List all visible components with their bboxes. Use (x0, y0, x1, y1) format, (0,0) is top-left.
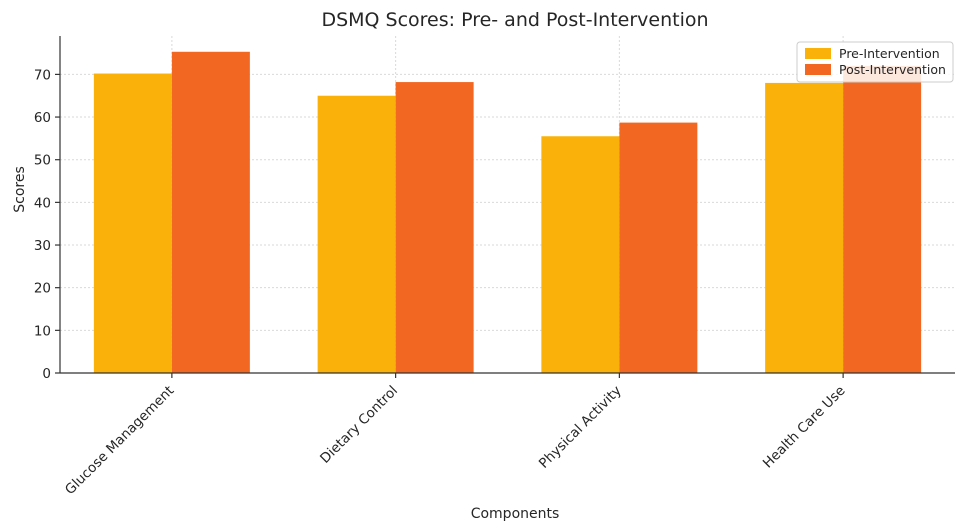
axes (59, 36, 955, 374)
legend-swatch (805, 48, 831, 59)
y-axis-ticks: 0 10 20 30 40 50 60 70 (34, 67, 60, 382)
x-tick-label: Glucose Management (62, 383, 177, 498)
y-tick-label: 70 (34, 67, 51, 83)
chart-title: DSMQ Scores: Pre- and Post-Intervention (321, 9, 708, 31)
y-tick-label: 30 (34, 238, 51, 254)
bar-post-2 (619, 122, 698, 374)
bar-post-1 (395, 82, 474, 373)
y-tick-label: 0 (42, 366, 51, 382)
y-tick-label: 50 (34, 153, 51, 169)
legend-label: Pre-Intervention (839, 46, 940, 61)
legend-label: Post-Intervention (839, 62, 946, 77)
x-axis-ticks: Glucose Management Dietary Control Physica… (62, 373, 849, 498)
x-axis-label: Components (471, 506, 560, 522)
bar-pre-3 (765, 82, 844, 374)
bar-post-0 (171, 51, 250, 374)
bar-pre-0 (93, 73, 172, 373)
bars (93, 51, 922, 374)
y-axis-label: Scores (12, 166, 28, 213)
x-tick-label: Health Care Use (760, 383, 849, 472)
y-tick-label: 40 (34, 195, 51, 211)
bar-pre-1 (317, 95, 396, 373)
legend-swatch (805, 64, 831, 75)
legend-box (796, 41, 954, 83)
x-tick-label: Physical Activity (536, 383, 625, 472)
y-tick-label: 10 (34, 323, 51, 339)
x-tick-label: Dietary Control (317, 383, 401, 467)
y-tick-label: 20 (34, 281, 51, 297)
bar-pre-2 (541, 136, 620, 373)
y-tick-label: 60 (34, 110, 51, 126)
bar-post-3 (843, 65, 922, 374)
